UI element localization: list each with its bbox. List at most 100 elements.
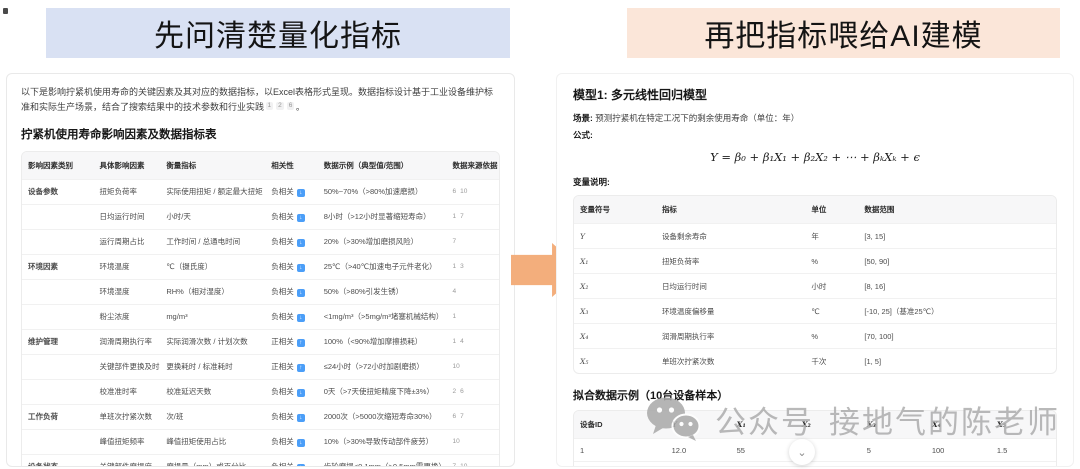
source-badge[interactable]: 7 [452,463,457,467]
arrow-down-icon: ↓ [296,414,305,423]
citation-badge[interactable]: 1 [265,102,274,111]
correlation-label: 负相关 [271,387,294,397]
cell-range: [3, 15] [858,223,1056,248]
cell-value: 75 [730,461,796,466]
source-badge[interactable]: 1 [452,263,457,271]
cell-category [22,278,94,304]
cell-example: 10%（>30%导致传动部件疲劳） [317,428,447,454]
cell-example: 齿轮磨损<0.1mm（>0.5mm需更换） [317,453,447,466]
source-badge[interactable]: 3 [460,263,464,271]
correlation-label: 负相关 [271,287,294,297]
cell-factor: 扭矩负荷率 [93,178,161,204]
cell-metric: 峰值扭矩使用占比 [160,428,266,454]
factor-table-header-row: 影响因素类别 具体影响因素 衡量指标 相关性 数据示例（典型值/范围） 数据来源依据 [22,151,499,179]
cell-indicator: 环境温度偏移量 [655,298,806,323]
citation-badge[interactable]: 2 [276,102,284,111]
source-badge[interactable]: 6 [452,413,457,421]
cell-factor: 运行周期占比 [93,228,161,254]
cell-indicator: 日均运行时间 [655,273,806,298]
variable-table-row: X₄ 润滑周期执行率% [70, 100] [574,323,1056,348]
cell-category: 维护管理 [22,328,94,354]
cell-symbol: X₁ [574,248,656,273]
source-badge[interactable]: 10 [452,363,460,371]
sample-column-header: X₄ [925,411,991,439]
cell-factor: 关键部件磨损度 [93,453,161,466]
correlation-label: 正相关 [271,337,294,347]
arrow-down-icon: ↓ [296,389,305,398]
cell-value: 15 [860,461,926,466]
variable-table-row: X₂ 日均运行时间 小时 [8, 16] [574,273,1056,298]
cell-metric: ℃（摄氏度） [160,253,266,279]
source-badge[interactable]: 6 [452,188,457,196]
source-badge[interactable]: 10 [452,438,460,446]
citation-badge[interactable]: 6 [286,102,295,111]
scene-label: 场景: [573,113,593,123]
arrow-down-icon: ↓ [296,189,305,198]
cell-symbol: Y [574,223,656,248]
factor-table-row: 日均运行时间 小时/天 负相关 ↓ 8小时（>12小时显著缩短寿命） 1 7 [22,203,499,229]
cell-symbol: X₂ [574,273,656,298]
source-badge[interactable]: 4 [460,338,464,346]
source-badge[interactable]: 1 [452,313,457,321]
source-badge[interactable]: 10 [460,188,468,196]
cell-device-id: 2 [574,461,666,466]
cell-metric: 更换耗时 / 标准耗时 [160,353,266,379]
cell-example: 50%~70%（>80%加速磨损） [317,178,447,204]
source-badge[interactable]: 6 [460,388,464,396]
source-badge[interactable]: 1 [452,338,457,346]
correlation-label: 负相关 [271,412,294,422]
factor-table-row: 环境湿度 RH%（相对湿度） 负相关 ↓ 50%（>80%引发生锈） 4 [22,278,499,304]
sample-column-header: X₃ [860,411,926,439]
variables-table: 变量符号 指标 单位 数据范围 Y 设备剩余寿命年 [3, 15] X₁ 扭矩负荷率% [50,… [573,195,1057,375]
source-badge[interactable]: 7 [452,238,457,246]
cell-metric: 次/班 [160,403,266,429]
page-corner-mark [3,8,8,14]
cell-category [22,378,94,404]
cell-correlation: 负相关↓ [265,228,318,254]
factor-table-row: 环境因素 环境温度 ℃（摄氏度） 负相关 ↓ 25℃（>40℃加速电子元件老化） 1 3 [22,253,499,279]
scroll-down-button[interactable]: ⌄ [789,439,815,465]
sample-column-header: X₂ [795,411,861,439]
left-banner-title: 先问清楚量化指标 [46,8,510,58]
cell-value: 2.8 [990,461,1056,466]
cell-unit: 千次 [805,348,859,373]
source-badge[interactable]: 7 [460,413,464,421]
arrow-up-icon: ↑ [296,339,305,348]
factor-table: 影响因素类别 具体影响因素 衡量指标 相关性 数据示例（典型值/范围） 数据来源依据 设备… [21,150,500,467]
correlation-label: 负相关 [271,237,294,247]
factor-table-row: 校准准时率 校准延迟天数 负相关 ↓ 0天（>7天使扭矩精度下降±3%） 2 6 [22,378,499,404]
cell-range: [-10, 25]（基准25℃） [858,298,1056,323]
cell-symbol: X₃ [574,298,656,323]
cell-symbol: X₄ [574,323,656,348]
cell-range: [1, 5] [858,348,1056,373]
arrow-down-icon: ↓ [296,464,305,466]
cell-metric: 实际使用扭矩 / 额定最大扭矩 [160,178,266,204]
arrow-down-icon: ↓ [296,289,305,298]
source-badge[interactable]: 7 [460,213,464,221]
source-badge[interactable]: 10 [460,463,468,467]
right-panel: 模型1: 多元线性回归模型 场景: 预测拧紧机在特定工况下的剩余使用寿命（单位：… [556,73,1074,467]
cell-sources: 6 10 [446,178,499,204]
cell-example: 50%（>80%引发生锈） [317,278,447,304]
cell-factor: 环境温度 [93,253,161,279]
factor-table-row: 粉尘浓度 mg/m³ 负相关 ↓ <1mg/m³（>5mg/m³堵塞机械结构） 1 [22,303,499,329]
sample-table-title: 拟合数据示例（10台设备样本） [573,390,729,403]
cell-unit: 小时 [805,273,859,298]
source-badge[interactable]: 1 [452,213,457,221]
cell-device-id: 1 [574,438,666,461]
cell-indicator: 单班次拧紧次数 [655,348,806,373]
source-badge[interactable]: 4 [452,288,457,296]
formula-label-line: 公式: [573,129,1057,142]
source-badge[interactable]: 2 [452,388,457,396]
intro-paragraph: 以下是影响拧紧机使用寿命的关键因素及其对应的数据指标，以Excel表格形式呈现。… [21,85,500,116]
cell-factor: 关键部件更换及时率 [93,353,161,379]
arrow-down-icon: ↓ [296,239,305,248]
regression-formula: Y = β₀ + β₁X₁ + β₂X₂ + ⋯ + βₖXₖ + ϵ [710,149,920,164]
cell-factor: 峰值扭矩频率 [93,428,161,454]
factor-table-row: 维护管理 润滑周期执行率 实际润滑次数 / 计划次数 正相关 ↑ 100%（<90%增加摩… [22,328,499,354]
cell-metric: RH%（相对湿度） [160,278,266,304]
cell-sources: 7 [446,228,499,254]
factor-column-header: 具体影响因素 [93,151,161,179]
cell-category [22,353,94,379]
